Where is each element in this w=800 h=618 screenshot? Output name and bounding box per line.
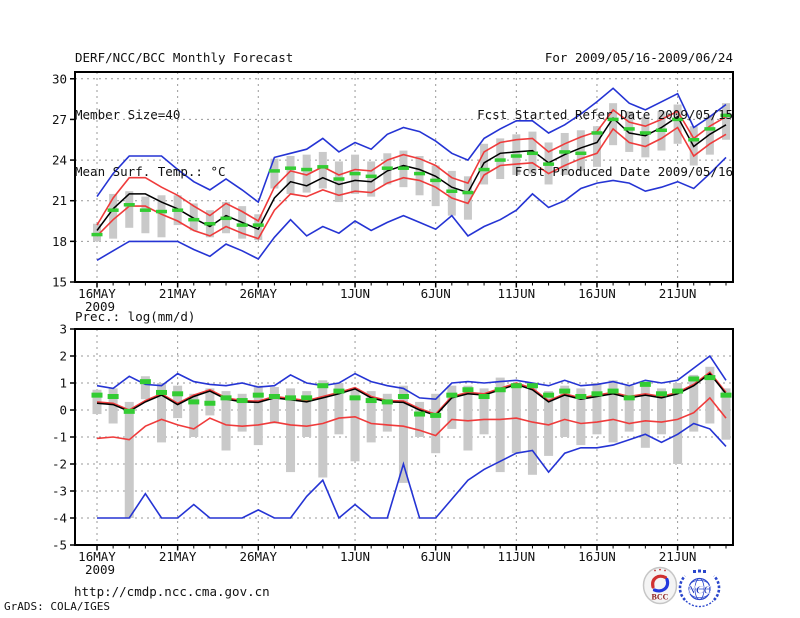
bcc-swirl-blue bbox=[652, 577, 670, 593]
svg-text:18: 18 bbox=[52, 234, 67, 249]
bcc-logo-label: BCC bbox=[652, 593, 669, 602]
svg-text:0: 0 bbox=[59, 403, 67, 418]
ensemble-spread-bars bbox=[92, 366, 731, 518]
svg-text:3: 3 bbox=[59, 322, 67, 337]
svg-text:-2: -2 bbox=[52, 457, 67, 472]
precip-panel-title: Prec.: log(mm/d) bbox=[75, 309, 196, 324]
axes: -5 -4 -3 -2 -1 0 1 2 3 16MAY 21MAY 26MAY 1JUN 6JUN 11J… bbox=[52, 322, 727, 577]
header-left: DERF/NCC/BCC Monthly Forecast Member Siz… bbox=[75, 10, 293, 219]
svg-text:26MAY: 26MAY bbox=[239, 286, 277, 301]
ncc-wreath-left bbox=[678, 575, 686, 601]
ncc-top-glyph bbox=[703, 570, 706, 573]
svg-text:21MAY: 21MAY bbox=[159, 549, 197, 564]
green-daily-dashes bbox=[91, 113, 732, 237]
x-axis-year-label: 2009 bbox=[85, 299, 115, 314]
refer-date-label: Fcst Started Refer Date 2009/05/15 bbox=[477, 107, 733, 122]
svg-text:21MAY: 21MAY bbox=[159, 286, 197, 301]
svg-text:30: 30 bbox=[52, 71, 67, 86]
header-right: For 2009/05/16-2009/06/24 Fcst Started R… bbox=[477, 10, 733, 219]
ncc-wreath-bottom bbox=[685, 600, 714, 608]
svg-text:-4: -4 bbox=[52, 511, 67, 526]
series-spread-lower-red bbox=[96, 396, 727, 441]
series-spread-upper-red bbox=[96, 371, 727, 416]
precipitation-chart: -5 -4 -3 -2 -1 0 1 2 3 16MAY 21MAY 26MAY 1JUN 6JUN 11J… bbox=[52, 322, 734, 577]
bcc-badge-circle bbox=[642, 566, 678, 605]
svg-text:21: 21 bbox=[52, 193, 67, 208]
bcc-dot bbox=[659, 568, 661, 571]
website-url: http://cmdp.ncc.cma.gov.cn bbox=[74, 584, 270, 599]
svg-text:15: 15 bbox=[52, 275, 67, 290]
svg-text:24: 24 bbox=[52, 153, 67, 168]
svg-text:-3: -3 bbox=[52, 484, 67, 499]
svg-text:16JUN: 16JUN bbox=[578, 549, 616, 564]
temp-panel-title: Mean Surf. Temp.: °C bbox=[75, 164, 226, 179]
bcc-dot bbox=[664, 569, 666, 572]
series-spread-lower-red bbox=[96, 126, 727, 240]
series-ensemble-max-blue bbox=[96, 354, 727, 401]
svg-text:6JUN: 6JUN bbox=[421, 286, 451, 301]
plot-frame bbox=[74, 71, 734, 283]
svg-text:16JUN: 16JUN bbox=[578, 286, 616, 301]
svg-text:2: 2 bbox=[59, 349, 67, 364]
page-title: DERF/NCC/BCC Monthly Forecast bbox=[75, 50, 294, 65]
x-axis-year-label: 2009 bbox=[85, 562, 115, 577]
bcc-swirl-red bbox=[651, 574, 668, 589]
svg-text:11JUN: 11JUN bbox=[498, 286, 536, 301]
svg-text:1JUN: 1JUN bbox=[340, 549, 370, 564]
series-ensemble-mean-black bbox=[96, 372, 727, 417]
svg-text:21JUN: 21JUN bbox=[659, 549, 697, 564]
series-ensemble-mean-black bbox=[96, 115, 727, 231]
bcc-dot bbox=[654, 569, 656, 572]
bcc-logo-icon: BCC bbox=[642, 566, 678, 605]
series-ensemble-min-blue bbox=[96, 156, 727, 261]
produced-date-label: Fcst Produced Date 2009/05/16 bbox=[514, 164, 733, 179]
axes: 15 18 21 24 27 30 16MAY 21MAY 26MAY 1JUN 6JUN 11JUN… bbox=[52, 71, 727, 314]
ncc-top-glyph bbox=[693, 570, 696, 573]
grads-credit: GrADS: COLA/IGES bbox=[4, 600, 110, 613]
svg-text:1: 1 bbox=[59, 376, 67, 391]
forecast-range-label: For 2009/05/16-2009/06/24 bbox=[544, 50, 733, 65]
ncc-globe-parallels bbox=[690, 579, 709, 599]
svg-text:16MAY: 16MAY bbox=[78, 286, 116, 301]
temperature-chart: 15 18 21 24 27 30 16MAY 21MAY 26MAY 1JUN 6JUN 11JUN… bbox=[52, 71, 734, 314]
svg-text:21JUN: 21JUN bbox=[659, 286, 697, 301]
member-size-label: Member Size=40 bbox=[75, 107, 181, 122]
svg-text:11JUN: 11JUN bbox=[498, 549, 536, 564]
ncc-logo-label: NCC bbox=[687, 585, 712, 597]
svg-text:16MAY: 16MAY bbox=[78, 549, 116, 564]
svg-text:27: 27 bbox=[52, 112, 67, 127]
svg-text:26MAY: 26MAY bbox=[239, 549, 277, 564]
svg-text:-5: -5 bbox=[52, 538, 67, 553]
series-ensemble-min-blue bbox=[97, 422, 727, 520]
svg-text:1JUN: 1JUN bbox=[340, 286, 370, 301]
ncc-logo-icon: NCC bbox=[678, 569, 721, 608]
svg-text:6JUN: 6JUN bbox=[421, 549, 451, 564]
svg-text:-1: -1 bbox=[52, 430, 67, 445]
ncc-top-glyph bbox=[698, 569, 701, 573]
green-daily-dashes bbox=[91, 375, 732, 418]
series-spread-upper-red bbox=[96, 108, 727, 226]
series-ensemble-max-blue bbox=[96, 87, 727, 204]
ncc-wreath-right bbox=[713, 575, 721, 601]
